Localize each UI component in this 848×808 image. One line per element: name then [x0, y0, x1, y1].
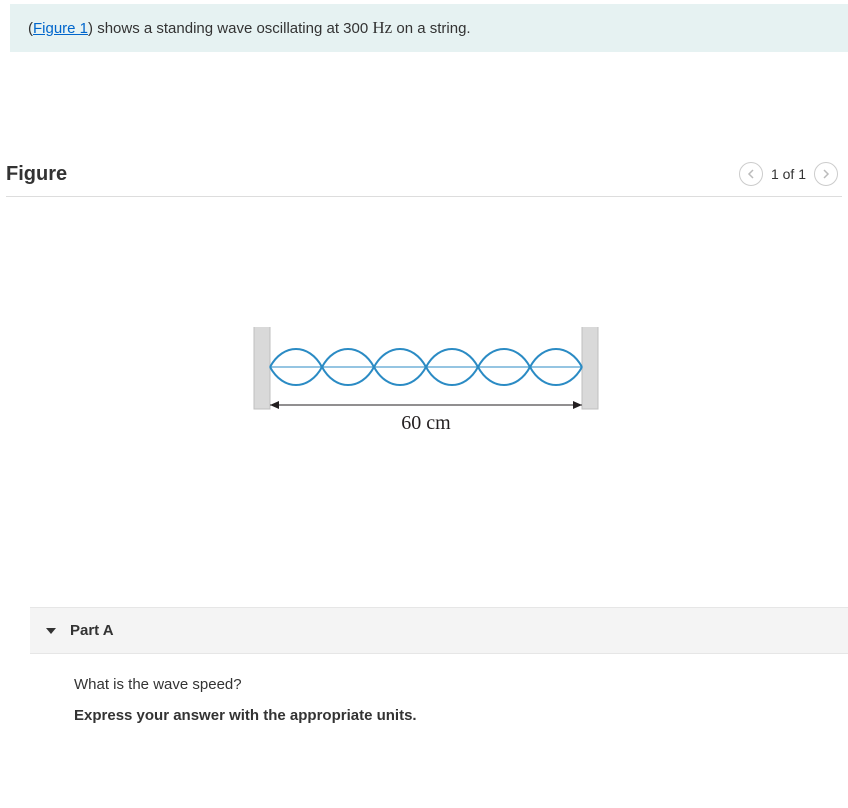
pager-prev-button[interactable]	[739, 162, 763, 186]
freq-unit: Hz	[372, 18, 392, 37]
figure-link[interactable]: Figure 1	[33, 20, 88, 37]
pager-label: 1 of 1	[771, 166, 806, 182]
instruction-text: Express your answer with the appropriate…	[74, 707, 848, 724]
chevron-right-icon	[822, 169, 830, 179]
pager-next-button[interactable]	[814, 162, 838, 186]
chevron-down-icon	[46, 628, 56, 634]
question-text: What is the wave speed?	[74, 676, 848, 693]
part-a-section: Part A What is the wave speed? Express y…	[30, 607, 848, 724]
figure-pager: 1 of 1	[739, 162, 838, 186]
chevron-left-icon	[747, 169, 755, 179]
prompt-after-link: ) shows a standing wave oscillating at	[88, 20, 343, 37]
problem-prompt: (Figure 1) shows a standing wave oscilla…	[10, 4, 848, 52]
figure-header: Figure 1 of 1	[6, 162, 842, 197]
figure-title: Figure	[6, 163, 67, 186]
part-a-title: Part A	[70, 622, 114, 639]
figure-section: Figure 1 of 1 60 cm	[0, 162, 848, 607]
freq-value: 300	[343, 20, 368, 37]
figure-body: 60 cm	[6, 197, 842, 607]
part-a-body: What is the wave speed? Express your ans…	[30, 654, 848, 724]
standing-wave-diagram: 60 cm	[244, 327, 604, 457]
svg-text:60 cm: 60 cm	[401, 412, 451, 434]
prompt-tail: on a string.	[392, 20, 470, 37]
part-a-header[interactable]: Part A	[30, 607, 848, 654]
